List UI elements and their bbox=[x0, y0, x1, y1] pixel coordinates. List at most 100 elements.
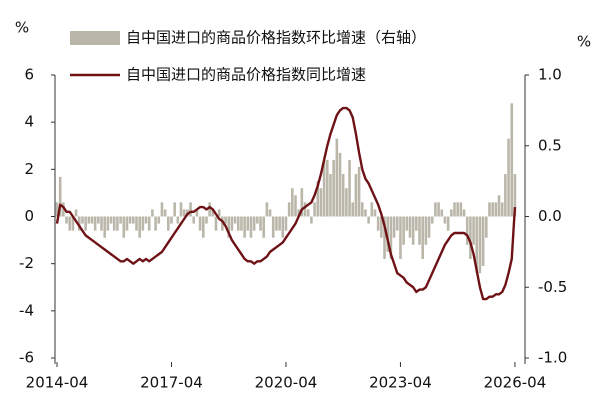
bar bbox=[227, 216, 231, 238]
bar bbox=[109, 216, 113, 224]
bar bbox=[119, 216, 122, 224]
bar bbox=[446, 216, 450, 231]
bar bbox=[383, 216, 386, 259]
bar bbox=[176, 216, 180, 224]
bar bbox=[370, 202, 374, 217]
y2-tick-label: 0.0 bbox=[538, 207, 562, 225]
bar bbox=[189, 202, 192, 217]
bar bbox=[125, 216, 129, 231]
bar bbox=[316, 181, 320, 217]
bar bbox=[450, 209, 453, 217]
bar bbox=[116, 216, 119, 231]
bar bbox=[281, 216, 285, 238]
bar bbox=[469, 216, 472, 259]
bar bbox=[415, 216, 418, 231]
bar bbox=[351, 202, 355, 217]
bar bbox=[135, 216, 138, 231]
bar bbox=[485, 216, 488, 238]
bar bbox=[154, 216, 157, 231]
bar bbox=[507, 138, 510, 217]
y-tick-label: 6 bbox=[24, 66, 34, 84]
bar bbox=[93, 216, 97, 231]
bar bbox=[488, 202, 491, 217]
bar bbox=[182, 209, 186, 217]
y-tick-label: -6 bbox=[19, 349, 34, 367]
bar bbox=[249, 216, 253, 238]
bar bbox=[440, 209, 444, 217]
bar bbox=[338, 152, 342, 217]
bar bbox=[405, 216, 409, 231]
bar bbox=[475, 216, 479, 274]
bar bbox=[262, 216, 265, 238]
bar bbox=[106, 216, 110, 231]
bar bbox=[411, 216, 415, 245]
bar bbox=[236, 216, 240, 231]
bar bbox=[97, 216, 100, 224]
x-tick-label: 2017-04 bbox=[140, 374, 203, 392]
bar bbox=[112, 216, 116, 231]
bar bbox=[84, 216, 87, 231]
bar bbox=[74, 209, 78, 217]
bar bbox=[478, 216, 482, 274]
bar bbox=[195, 209, 199, 217]
bar bbox=[408, 216, 412, 238]
bar bbox=[90, 216, 94, 224]
bar bbox=[427, 216, 431, 238]
x-tick-label: 2014-04 bbox=[26, 374, 89, 392]
bar bbox=[163, 209, 167, 217]
bar bbox=[341, 174, 345, 217]
y-tick-label: 0 bbox=[24, 207, 34, 225]
bar bbox=[430, 216, 434, 224]
legend-label: 自中国进口的商品价格指数同比增速 bbox=[126, 66, 366, 84]
bar bbox=[472, 216, 475, 245]
bar bbox=[354, 174, 358, 217]
bar bbox=[313, 202, 316, 217]
y-tick-label: -2 bbox=[19, 254, 34, 272]
bar bbox=[424, 216, 428, 245]
bar bbox=[230, 216, 234, 231]
bar bbox=[291, 188, 294, 217]
bar bbox=[62, 202, 65, 217]
x-tick-label: 2026-04 bbox=[484, 374, 547, 392]
x-tick-label: 2020-04 bbox=[255, 374, 318, 392]
bar bbox=[275, 216, 278, 231]
bar bbox=[491, 202, 494, 217]
bar bbox=[240, 216, 243, 231]
bar bbox=[122, 216, 126, 238]
bar bbox=[221, 216, 224, 231]
bar bbox=[465, 216, 469, 245]
bar bbox=[319, 188, 323, 217]
bar bbox=[402, 216, 405, 245]
bar bbox=[198, 216, 202, 231]
bar bbox=[345, 188, 348, 217]
bar bbox=[87, 216, 91, 224]
bar bbox=[500, 202, 504, 217]
bar bbox=[284, 216, 288, 231]
bar bbox=[443, 216, 447, 224]
bar bbox=[481, 216, 485, 267]
bar bbox=[201, 216, 205, 238]
bar bbox=[160, 202, 164, 217]
bar bbox=[300, 188, 304, 217]
bar bbox=[141, 216, 145, 231]
bar bbox=[453, 202, 456, 217]
y-tick-label: 4 bbox=[24, 113, 34, 131]
bar bbox=[462, 209, 466, 217]
bar bbox=[386, 216, 390, 252]
bar bbox=[326, 159, 329, 217]
bar bbox=[373, 209, 377, 217]
bar bbox=[144, 216, 148, 224]
bar bbox=[81, 216, 84, 224]
bar bbox=[128, 216, 132, 224]
bar bbox=[265, 202, 269, 217]
bar bbox=[278, 216, 281, 231]
bar bbox=[167, 216, 170, 231]
bar bbox=[504, 174, 507, 217]
bar bbox=[456, 202, 459, 217]
bar bbox=[513, 174, 517, 217]
bar bbox=[294, 195, 297, 217]
bar bbox=[151, 209, 154, 217]
bar bbox=[147, 216, 151, 231]
x-tick-label: 2023-04 bbox=[369, 374, 432, 392]
